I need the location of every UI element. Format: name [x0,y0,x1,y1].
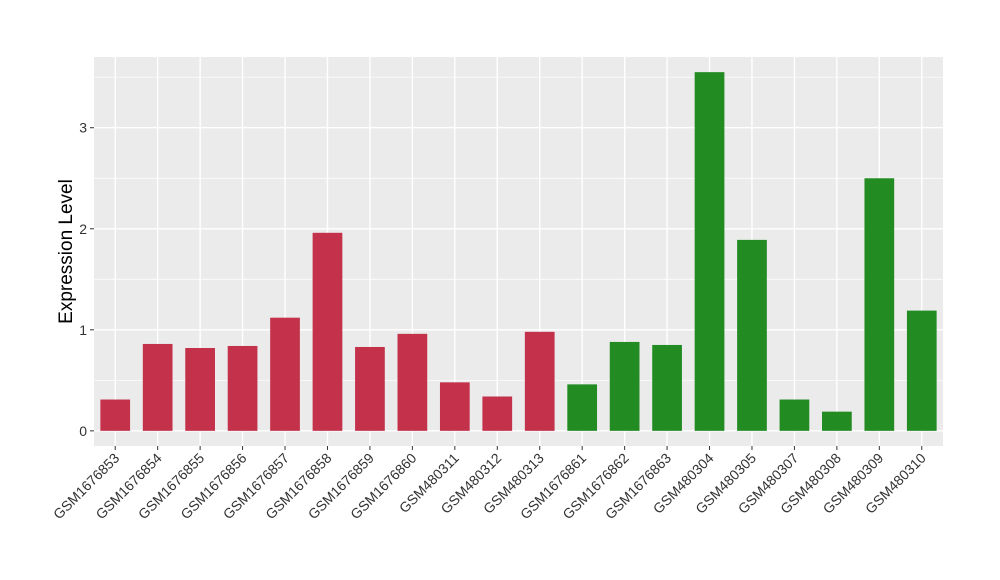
bar-GSM1676862 [609,341,640,431]
bar-GSM1676860 [397,333,428,431]
bar-GSM480304 [694,72,725,431]
x-axis: GSM1676853GSM1676854GSM1676855GSM1676856… [50,446,929,522]
bar-GSM1676861 [567,384,598,431]
y-axis: 0 1 2 3 [79,120,94,439]
bar-GSM480308 [822,411,852,431]
bar-GSM1676858 [312,232,343,431]
y-tick-label: 2 [79,221,87,237]
bar-GSM1676855 [185,347,215,431]
bar-GSM480310 [906,310,937,431]
bar-GSM1676854 [142,343,173,431]
plot-panel [94,57,943,446]
y-axis-title: Expression Level [56,179,77,324]
bar-GSM1676853 [100,399,131,431]
bar-GSM480313 [524,331,555,431]
bars [100,72,937,431]
y-tick-label: 0 [79,423,87,439]
y-tick-label: 1 [79,322,87,338]
bar-GSM480307 [779,399,810,431]
bar-GSM1676857 [270,317,300,431]
bar-GSM480309 [864,178,895,431]
bar-GSM480311 [439,382,470,431]
bar-GSM480305 [737,239,767,431]
bar-GSM480312 [482,396,513,431]
bar-GSM1676856 [227,345,258,431]
bar-GSM1676859 [355,346,385,431]
y-tick-label: 3 [79,120,87,136]
bar-GSM1676863 [652,344,682,431]
